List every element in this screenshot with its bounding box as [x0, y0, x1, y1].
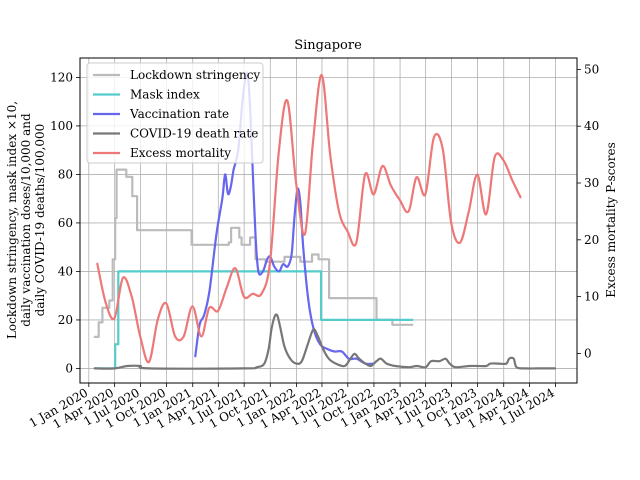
- legend-label-covid-19-death-rate: COVID-19 death rate: [130, 127, 258, 141]
- left-tick-label: 40: [58, 264, 73, 278]
- right-tick-label: 0: [584, 346, 592, 360]
- left-tick-label: 120: [50, 70, 73, 84]
- legend-entries: Lockdown stringency Mask index Vaccination…: [93, 68, 260, 160]
- series-line-covid-19-death-rate: [93, 313, 557, 370]
- legend-label-lockdown-stringency: Lockdown stringency: [130, 68, 260, 82]
- right-tick-label: 30: [584, 176, 599, 190]
- right-tick-label: 40: [584, 119, 599, 133]
- left-axis-label-line3: daily COVID-19 deaths/100,000: [33, 124, 47, 317]
- left-axis-label-line2: daily vaccination doses/10,000 and: [19, 113, 33, 327]
- chart-title: Singapore: [294, 38, 362, 53]
- right-y-axis: 0 10 20 30 40 50: [577, 62, 599, 360]
- right-tick-label: 20: [584, 233, 599, 247]
- left-y-axis: 0 20 40 60 80 100 120: [50, 70, 80, 375]
- left-tick-label: 80: [58, 167, 73, 181]
- left-axis-label-line1: Lockdown stringency, mask index ×10,: [5, 101, 19, 339]
- left-tick-label: 100: [50, 119, 73, 133]
- right-axis-label: Excess mortality P-scores: [604, 142, 618, 297]
- legend-label-vaccination-rate: Vaccination rate: [129, 107, 229, 121]
- series-line-mask-index: [93, 270, 414, 370]
- legend-box: [86, 62, 264, 164]
- right-tick-label: 10: [584, 290, 599, 304]
- series-line-lockdown-stringency: [93, 168, 414, 338]
- left-axis-label: Lockdown stringency, mask index ×10, dai…: [5, 101, 47, 339]
- legend-label-mask-index: Mask index: [130, 88, 200, 102]
- plot-series: [93, 71, 557, 370]
- right-tick-label: 50: [584, 62, 599, 76]
- series-line-excess-mortality: [96, 73, 522, 364]
- left-tick-label: 0: [65, 361, 73, 375]
- plot-frame: [79, 57, 578, 384]
- left-tick-label: 20: [58, 313, 73, 327]
- left-tick-label: 60: [58, 216, 73, 230]
- legend: Lockdown stringency Mask index Vaccination…: [86, 62, 264, 164]
- legend-label-excess-mortality: Excess mortality: [130, 146, 231, 160]
